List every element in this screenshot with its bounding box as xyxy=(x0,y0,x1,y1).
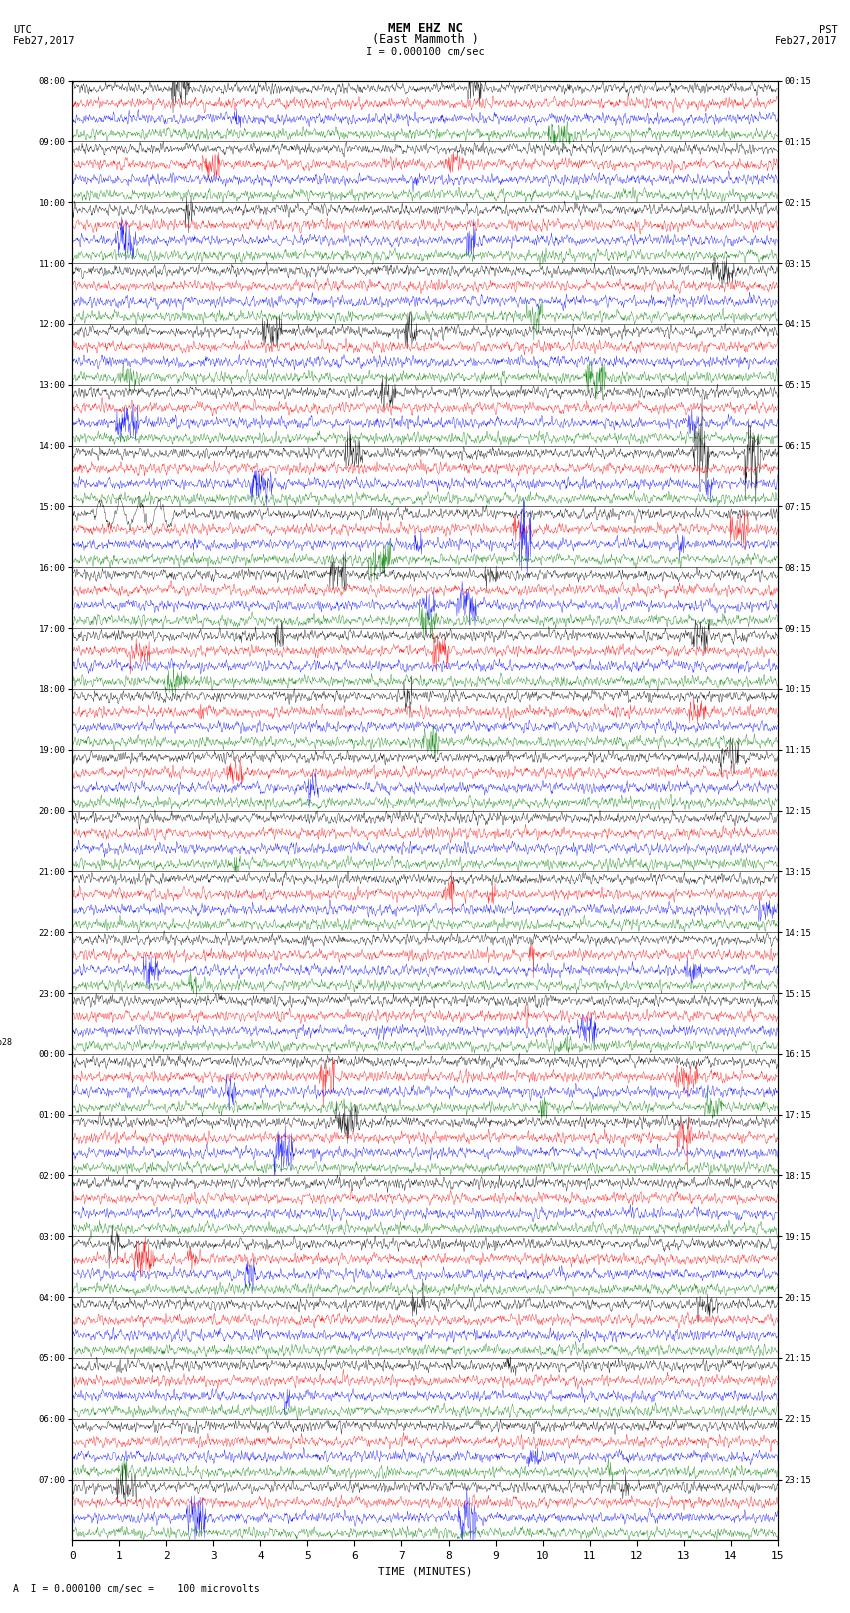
Text: Feb27,2017: Feb27,2017 xyxy=(774,35,837,45)
Text: Feb28: Feb28 xyxy=(0,1037,12,1047)
Text: MEM EHZ NC: MEM EHZ NC xyxy=(388,21,462,35)
X-axis label: TIME (MINUTES): TIME (MINUTES) xyxy=(377,1566,473,1576)
Text: PST: PST xyxy=(819,24,837,35)
Text: UTC: UTC xyxy=(13,24,31,35)
Text: Feb27,2017: Feb27,2017 xyxy=(13,35,76,45)
Text: A  I = 0.000100 cm/sec =    100 microvolts: A I = 0.000100 cm/sec = 100 microvolts xyxy=(13,1584,259,1594)
Text: I = 0.000100 cm/sec: I = 0.000100 cm/sec xyxy=(366,47,484,58)
Text: (East Mammoth ): (East Mammoth ) xyxy=(371,32,479,45)
